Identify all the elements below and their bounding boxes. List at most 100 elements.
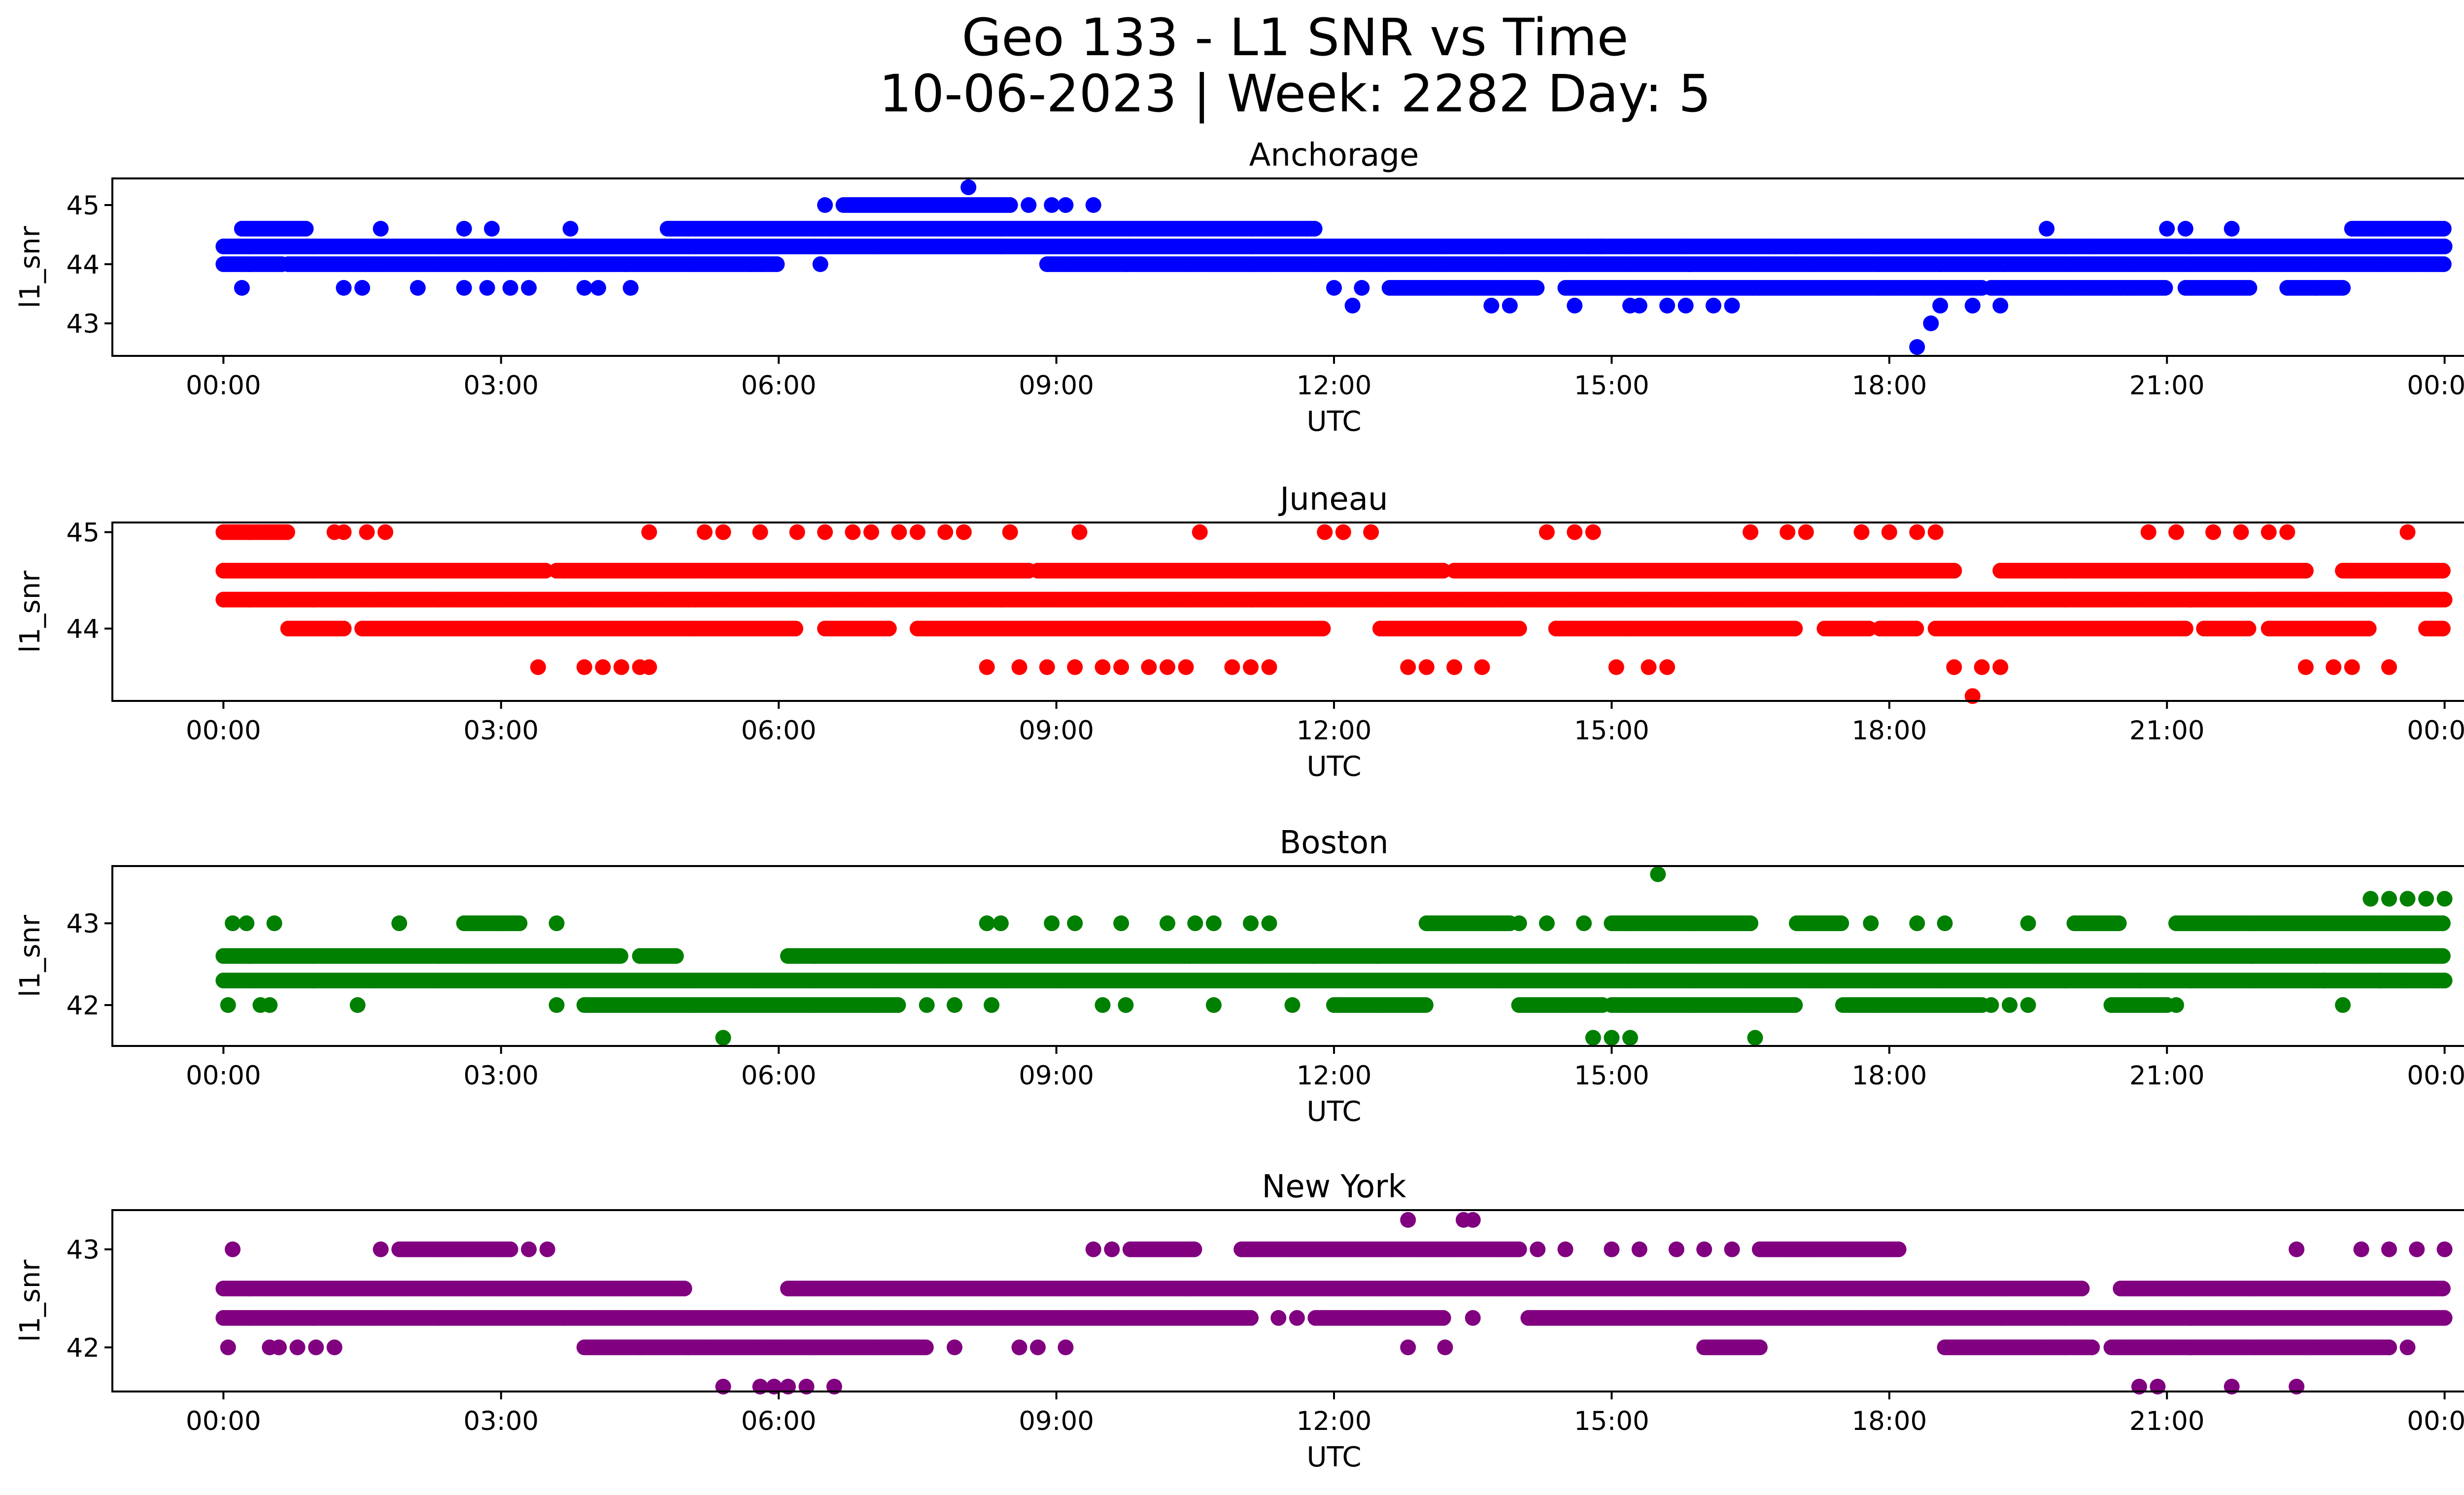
data-point: [2335, 280, 2351, 296]
data-point: [1923, 315, 1939, 331]
data-point: [1964, 239, 1981, 254]
y-axis-label: l1_snr: [14, 570, 46, 653]
x-tick-label: 09:00: [1019, 371, 1094, 401]
data-point: [456, 221, 472, 237]
data-point: [2297, 562, 2314, 579]
data-point: [1872, 239, 1888, 254]
data-point: [1992, 298, 2009, 313]
data-point: [2241, 280, 2258, 296]
x-tick-label: 18:00: [1851, 716, 1927, 746]
data-point: [1502, 298, 1518, 313]
data-point: [2436, 591, 2453, 608]
figure-title-line1: Geo 133 - L1 SNR vs Time: [961, 7, 1628, 68]
data-point: [595, 659, 611, 675]
data-point: [2233, 524, 2249, 540]
data-point: [1909, 339, 1925, 355]
data-point: [1539, 524, 1555, 540]
data-point: [1044, 197, 1060, 213]
data-point: [2381, 659, 2397, 675]
x-tick-label: 09:00: [1019, 716, 1094, 746]
data-point: [1418, 659, 1435, 675]
series-markers: [215, 179, 2453, 355]
data-point: [1706, 298, 1721, 313]
x-axis-label: UTC: [1306, 751, 1361, 783]
x-tick-label: 00:00: [2407, 716, 2464, 746]
data-point: [1567, 524, 1583, 540]
data-point: [521, 280, 537, 296]
data-point: [234, 280, 250, 296]
data-point: [622, 280, 639, 296]
x-tick-label: 21:00: [2129, 371, 2205, 401]
data-point: [1178, 659, 1194, 675]
x-tick-label: 12:00: [1297, 371, 1372, 401]
subplot-title: Boston: [1279, 825, 1388, 861]
data-point: [1992, 659, 2009, 675]
x-tick-label: 15:00: [1574, 716, 1649, 746]
data-point: [1192, 524, 1208, 540]
data-point: [479, 280, 495, 296]
data-point: [787, 621, 803, 637]
data-point: [576, 659, 592, 675]
data-point: [979, 659, 995, 675]
data-point: [2140, 524, 2156, 540]
data-point: [1677, 239, 1694, 254]
data-point: [2205, 524, 2222, 540]
data-point: [1580, 239, 1597, 254]
data-point: [956, 524, 972, 540]
x-tick-label: 12:00: [1297, 716, 1372, 746]
subplot-title: Anchorage: [1249, 137, 1419, 174]
data-point: [1787, 621, 1803, 637]
y-axis-label: l1_snr: [14, 226, 46, 309]
data-point: [1095, 659, 1111, 675]
data-point: [2434, 621, 2451, 637]
data-point: [1141, 659, 1157, 675]
data-point: [845, 524, 861, 540]
data-point: [789, 524, 805, 540]
data-point: [298, 221, 314, 237]
data-point: [2435, 256, 2452, 272]
x-tick-label: 03:00: [463, 716, 539, 746]
data-point: [1160, 659, 1175, 675]
data-point: [336, 280, 352, 296]
x-tick-label: 00:00: [2407, 371, 2464, 401]
data-point: [2361, 621, 2377, 637]
data-point: [2260, 524, 2277, 540]
data-point: [641, 524, 657, 540]
data-point: [1446, 659, 1463, 675]
y-tick-label: 45: [67, 518, 100, 548]
data-point: [817, 197, 833, 213]
data-point: [1909, 524, 1925, 540]
data-point: [2168, 524, 2184, 540]
data-point: [1493, 239, 1508, 254]
data-point: [2326, 659, 2342, 675]
data-point: [1474, 659, 1490, 675]
data-point: [502, 280, 518, 296]
data-point: [590, 280, 606, 296]
data-point: [1908, 621, 1924, 637]
data-point: [2177, 221, 2193, 237]
data-point: [1659, 659, 1676, 675]
data-point: [530, 659, 546, 675]
data-point: [1224, 659, 1240, 675]
plot-frame: [111, 522, 2464, 702]
data-point: [279, 524, 295, 540]
data-point: [2224, 221, 2240, 237]
data-point: [1039, 659, 1055, 675]
data-point: [1002, 524, 1018, 540]
data-point: [2157, 280, 2173, 296]
series-markers: [215, 524, 2453, 704]
data-point: [1261, 659, 1277, 675]
data-point: [1927, 524, 1944, 540]
data-point: [2240, 621, 2257, 637]
x-tick-label: 00:00: [186, 716, 261, 746]
y-tick-label: 44: [67, 614, 100, 644]
data-point: [1743, 524, 1759, 540]
data-point: [1567, 298, 1583, 313]
data-point: [752, 256, 768, 272]
data-point: [336, 524, 352, 540]
